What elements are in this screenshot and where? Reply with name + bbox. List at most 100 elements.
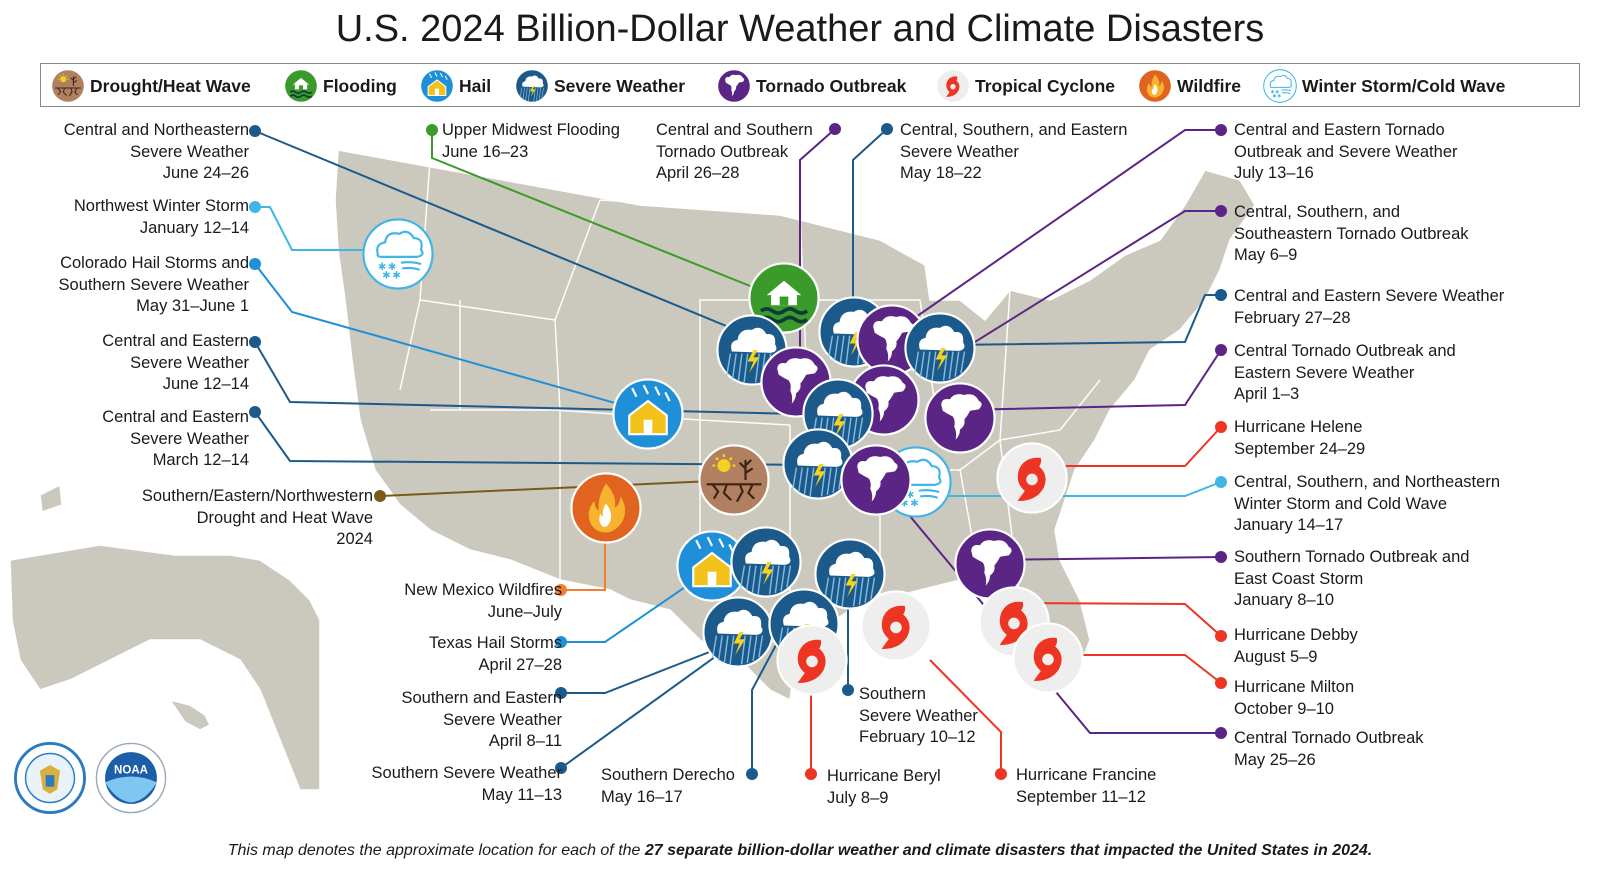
winter-storm-icon bbox=[1263, 69, 1297, 103]
tropical-icon bbox=[1012, 622, 1084, 694]
legend-label: Tropical Cyclone bbox=[975, 75, 1116, 96]
event-date: May 31–June 1 bbox=[136, 297, 249, 315]
caption-bold-text: 27 separate billion-dollar weather and c… bbox=[644, 842, 1373, 859]
event-name: Southern bbox=[859, 685, 926, 703]
event-date: February 10–12 bbox=[859, 728, 976, 746]
event-label: Central and Eastern Severe Weather Februa… bbox=[1234, 286, 1504, 329]
event-name: Drought and Heat Wave bbox=[196, 508, 373, 527]
legend: Drought/Heat Wave Flooding Hail Severe W… bbox=[40, 63, 1580, 107]
event-label: Southern/Eastern/Northwestern Drought and… bbox=[142, 486, 373, 551]
event-date: January 14–17 bbox=[1234, 516, 1344, 534]
leader-lines bbox=[254, 128, 1222, 774]
wildfire-icon bbox=[1138, 69, 1172, 103]
event-date: September 24–29 bbox=[1234, 439, 1366, 458]
event-date: 2024 bbox=[336, 530, 373, 548]
event-name: Southern Severe Weather bbox=[58, 275, 249, 294]
severe-icon bbox=[730, 526, 802, 598]
commerce-seal-logo bbox=[14, 742, 86, 814]
tropical-icon bbox=[860, 590, 932, 662]
tropical-icon bbox=[776, 624, 848, 696]
event-date: August 5–9 bbox=[1234, 647, 1318, 666]
event-name: Central Tornado Outbreak and bbox=[1234, 342, 1456, 360]
tornado-icon bbox=[840, 444, 912, 516]
legend-label: Drought/Heat Wave bbox=[90, 75, 251, 96]
legend-item-flood: Flooding bbox=[284, 69, 397, 103]
legend-label: Winter Storm/Cold Wave bbox=[1302, 75, 1506, 96]
event-label: Texas Hail Storms April 27–28 bbox=[429, 633, 562, 676]
event-name: Central Tornado Outbreak bbox=[1234, 729, 1424, 747]
drought-icon bbox=[698, 444, 770, 516]
event-name: Central and Southern bbox=[656, 121, 813, 139]
event-label: Central Tornado Outbreak and Eastern Seve… bbox=[1234, 341, 1456, 406]
event-name: Hurricane Debby bbox=[1234, 626, 1358, 644]
legend-label: Tornado Outbreak bbox=[756, 75, 907, 96]
caption-text: This map denotes the approximate locatio… bbox=[227, 842, 645, 859]
event-label: Southern Derecho May 16–17 bbox=[601, 765, 735, 808]
event-date: May 16–17 bbox=[601, 787, 683, 806]
legend-item-tornado: Tornado Outbreak bbox=[717, 69, 906, 103]
legend-label: Flooding bbox=[323, 75, 397, 96]
event-name: Southern and Eastern bbox=[401, 689, 562, 707]
event-name: Hurricane Milton bbox=[1234, 678, 1355, 696]
event-name: New Mexico Wildfires bbox=[404, 581, 562, 599]
event-name: Hurricane Helene bbox=[1234, 418, 1363, 436]
event-name: Severe Weather bbox=[900, 142, 1019, 161]
noaa-logo: NOAA bbox=[95, 742, 167, 814]
severe-weather-icon bbox=[515, 69, 549, 103]
legend-label: Hail bbox=[459, 75, 492, 96]
event-name: Tornado Outbreak bbox=[656, 142, 789, 161]
event-date: April 27–28 bbox=[478, 655, 562, 674]
event-name: Central, Southern, and bbox=[1234, 203, 1401, 221]
event-label: Central and Eastern Severe Weather March 1… bbox=[102, 407, 249, 472]
event-name: Southern Tornado Outbreak and bbox=[1234, 548, 1470, 566]
event-date: July 8–9 bbox=[827, 788, 889, 807]
event-name: Hurricane Francine bbox=[1016, 766, 1157, 784]
event-name: East Coast Storm bbox=[1234, 569, 1364, 588]
legend-item-hail: Hail bbox=[420, 69, 491, 103]
event-date: January 12–14 bbox=[139, 218, 249, 237]
map-title: U.S. 2024 Billion-Dollar Weather and Cli… bbox=[335, 8, 1265, 50]
event-name: Severe Weather bbox=[130, 353, 249, 372]
event-name: Colorado Hail Storms and bbox=[60, 254, 249, 272]
event-date: September 11–12 bbox=[1016, 787, 1146, 806]
legend-item-severe: Severe Weather bbox=[515, 69, 685, 103]
wildfire-icon bbox=[570, 472, 642, 544]
event-label: Southern Severe Weather February 10–12 bbox=[859, 684, 978, 749]
event-name: Southeastern Tornado Outbreak bbox=[1234, 224, 1469, 243]
legend-item-tropical: Tropical Cyclone bbox=[936, 69, 1115, 103]
event-label: Hurricane Helene September 24–29 bbox=[1234, 417, 1365, 460]
event-label: Central, Southern, and Northeastern Winte… bbox=[1234, 472, 1500, 537]
legend-label: Wildfire bbox=[1177, 75, 1242, 96]
event-date: March 12–14 bbox=[152, 451, 249, 469]
event-label: Southern and Eastern Severe Weather April … bbox=[401, 688, 562, 753]
event-name: Texas Hail Storms bbox=[429, 634, 562, 652]
event-label: Central, Southern, and Eastern Severe Wea… bbox=[900, 120, 1127, 185]
tornado-icon bbox=[717, 69, 751, 103]
map-caption: This map denotes the approximate locatio… bbox=[0, 842, 1600, 860]
event-name: Hurricane Beryl bbox=[827, 767, 941, 785]
event-label: Southern Tornado Outbreak and East Coast … bbox=[1234, 547, 1469, 612]
event-date: February 27–28 bbox=[1234, 308, 1351, 327]
event-label: Colorado Hail Storms and Southern Severe … bbox=[59, 253, 249, 318]
event-name: Severe Weather bbox=[443, 710, 562, 729]
hail-icon bbox=[612, 378, 684, 450]
event-label: Central Tornado Outbreak May 25–26 bbox=[1234, 728, 1424, 771]
event-date: June–July bbox=[487, 602, 562, 621]
event-label: Central and Northeastern Severe Weather Ju… bbox=[64, 120, 249, 185]
event-label: New Mexico Wildfires June–July bbox=[404, 580, 562, 623]
event-label: Central and Southern Tornado Outbreak Apri… bbox=[656, 120, 813, 185]
event-date: July 13–16 bbox=[1234, 164, 1314, 182]
event-name: Southern Severe Weather bbox=[371, 764, 562, 782]
event-name: Central, Southern, and Northeastern bbox=[1234, 473, 1500, 491]
event-name: Outbreak and Severe Weather bbox=[1234, 142, 1458, 161]
event-label: Hurricane Milton October 9–10 bbox=[1234, 677, 1354, 720]
severe-icon bbox=[904, 312, 976, 384]
event-name: Central and Eastern Severe Weather bbox=[1234, 287, 1505, 305]
event-name: Central and Eastern Tornado bbox=[1234, 121, 1445, 139]
event-name: Severe Weather bbox=[130, 142, 249, 161]
event-name: Severe Weather bbox=[859, 706, 978, 725]
noaa-text: NOAA bbox=[114, 765, 149, 777]
event-date: October 9–10 bbox=[1234, 699, 1334, 718]
event-name: Northwest Winter Storm bbox=[73, 197, 249, 215]
